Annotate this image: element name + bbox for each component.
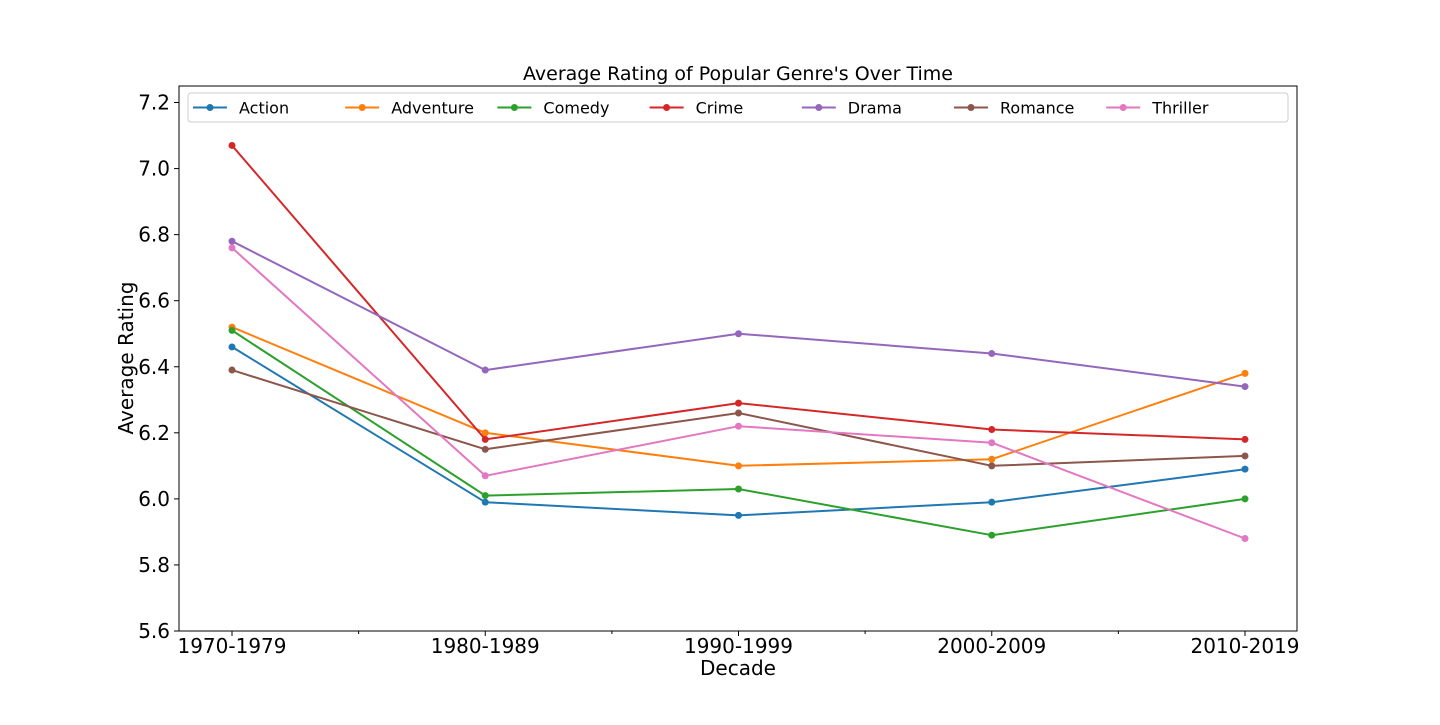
data-point-action	[735, 511, 742, 519]
y-tick-label: 6.0	[138, 487, 170, 511]
data-point-romance	[1241, 452, 1249, 460]
data-point-adventure	[735, 462, 742, 470]
data-point-romance	[735, 409, 742, 417]
x-tick-label: 1980-1989	[431, 634, 540, 658]
legend-marker-romance	[967, 104, 975, 111]
data-point-comedy	[988, 531, 996, 539]
data-point-romance	[481, 445, 489, 453]
data-point-drama	[735, 330, 742, 338]
data-point-action	[988, 498, 996, 506]
legend-marker-crime	[663, 104, 671, 111]
legend-label-drama: Drama	[848, 99, 902, 118]
x-tick-label: 1990-1999	[684, 634, 793, 658]
plot-frame	[178, 85, 1298, 632]
data-point-crime	[1241, 435, 1249, 443]
legend-marker-adventure	[358, 104, 366, 111]
data-point-crime	[735, 399, 742, 407]
data-point-comedy	[735, 485, 742, 493]
legend-label-crime: Crime	[696, 99, 744, 118]
plot-area: 1970-1979 1980-1989 1990-1999 2000-2009 2010…	[138, 85, 1300, 658]
series-line-drama	[231, 240, 1246, 388]
data-point-crime	[228, 141, 236, 149]
legend-label-thriller: Thriller	[1151, 99, 1209, 118]
data-point-drama	[481, 366, 489, 374]
legend-box	[187, 92, 1289, 123]
data-point-adventure	[988, 455, 996, 463]
y-tick-label: 7.2	[138, 91, 170, 115]
series-line-crime	[231, 144, 1246, 441]
y-tick-label: 6.2	[138, 421, 170, 445]
y-tick-label: 6.4	[138, 355, 170, 379]
legend-marker-action	[206, 104, 214, 111]
y-axis-label: Average Rating	[114, 282, 138, 435]
data-point-comedy	[1241, 495, 1249, 503]
data-point-crime	[481, 435, 489, 443]
data-point-adventure	[481, 429, 489, 437]
x-tick-label: 2010-2019	[1190, 634, 1299, 658]
data-point-thriller	[481, 472, 489, 480]
data-point-drama	[988, 350, 996, 358]
data-point-comedy	[481, 492, 489, 500]
data-point-romance	[228, 366, 236, 374]
y-tick-label: 5.6	[138, 619, 170, 643]
y-tick-label: 5.8	[138, 553, 170, 577]
data-point-comedy	[228, 326, 236, 334]
x-tick-label: 2000-2009	[937, 634, 1046, 658]
legend-label-adventure: Adventure	[391, 99, 474, 118]
data-point-drama	[228, 237, 236, 245]
data-point-thriller	[988, 439, 996, 447]
x-tick-label: 1970-1979	[177, 634, 286, 658]
series-line-thriller	[231, 247, 1246, 540]
data-point-drama	[1241, 383, 1249, 391]
legend-marker-drama	[815, 104, 823, 111]
data-point-action	[1241, 465, 1249, 473]
data-point-crime	[988, 426, 996, 434]
legend-marker-comedy	[510, 104, 518, 111]
y-tick-label: 6.8	[138, 223, 170, 247]
data-point-thriller	[228, 244, 236, 252]
series-line-adventure	[231, 326, 1246, 467]
chart-title: Average Rating of Popular Genre's Over T…	[523, 63, 953, 85]
legend-marker-thriller	[1119, 104, 1127, 111]
legend-label-romance: Romance	[1000, 99, 1074, 118]
data-point-romance	[988, 462, 996, 470]
data-point-action	[228, 343, 236, 351]
data-point-thriller	[1241, 535, 1249, 543]
legend: Action Adventure Comedy Crime Drama Romance Th…	[187, 92, 1289, 123]
y-tick-label: 7.0	[138, 157, 170, 181]
data-point-thriller	[735, 422, 742, 430]
x-axis-label: Decade	[700, 656, 776, 680]
y-tick-label: 6.6	[138, 289, 170, 313]
data-point-adventure	[1241, 369, 1249, 377]
legend-label-comedy: Comedy	[543, 99, 609, 118]
legend-label-action: Action	[239, 99, 289, 118]
data-point-action	[481, 498, 489, 506]
